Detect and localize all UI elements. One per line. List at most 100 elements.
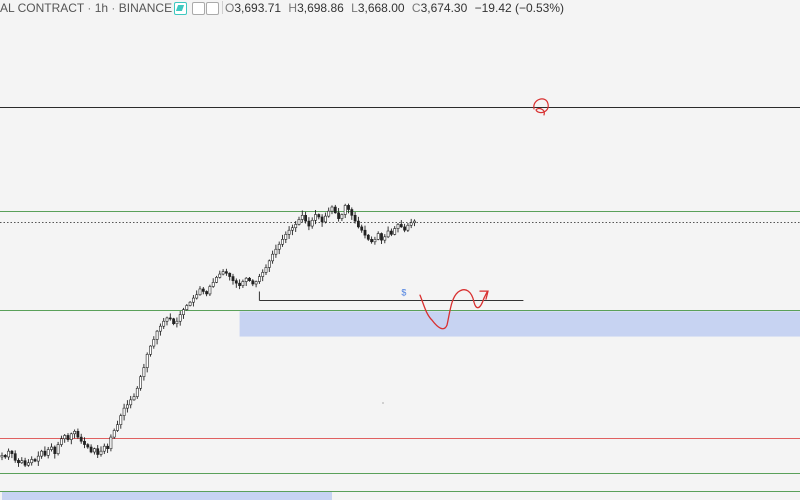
candle-body (145, 354, 149, 368)
candle-body (20, 460, 24, 464)
candle-body (79, 436, 83, 442)
candle-body (399, 224, 403, 228)
candle-body (257, 276, 261, 282)
candle-body (182, 309, 185, 315)
candle-body (93, 448, 96, 453)
candle-body (300, 215, 304, 220)
candle-body (406, 224, 410, 231)
candle-body (366, 234, 370, 240)
square-icon[interactable] (192, 2, 205, 15)
candle-body (59, 438, 63, 445)
candle-body (99, 450, 103, 455)
candle-body (231, 276, 235, 281)
candle-body (383, 236, 387, 241)
candle-body (168, 317, 172, 320)
candle-body (23, 460, 27, 466)
candle-body (370, 239, 374, 243)
candle-body (281, 239, 284, 245)
candle-body (290, 227, 294, 231)
hand-drawn-path (419, 289, 488, 330)
candle-body (228, 272, 232, 277)
candle-body (30, 459, 34, 464)
candle-body (218, 273, 222, 278)
candle-body (337, 212, 341, 219)
candle-body (195, 294, 199, 299)
candle-body (287, 229, 291, 235)
candle-body (294, 224, 298, 229)
candle-body (277, 243, 281, 250)
candle-body (129, 399, 133, 406)
candle-body (347, 205, 350, 210)
candle-body (396, 224, 400, 229)
candle-body (297, 219, 301, 225)
candle-body (327, 210, 331, 217)
candle-body (69, 433, 73, 440)
candle-body (198, 288, 202, 296)
header-divider (222, 1, 223, 14)
candle-body (254, 281, 258, 285)
candle-body (304, 215, 308, 222)
candle-body (83, 440, 86, 445)
demand-zone-1 (2, 491, 332, 500)
candle-body (323, 215, 327, 223)
candle-body (244, 277, 248, 282)
candle-body (274, 248, 278, 255)
candle-body (261, 272, 265, 277)
candle-body (188, 301, 192, 306)
candle-body (241, 281, 245, 286)
candle-body (165, 317, 169, 322)
symbol-label[interactable]: AL CONTRACT · 1h · BINANCE (0, 1, 173, 15)
candle-body (43, 450, 47, 456)
target-label: $ (401, 288, 406, 298)
hand-drawn-arrow-icon (479, 290, 489, 300)
candle-body (56, 444, 60, 454)
candle-body (380, 233, 383, 241)
candle-body (63, 435, 67, 440)
candle-body (73, 431, 77, 435)
candle-body (185, 305, 189, 310)
candle-body (192, 297, 195, 303)
candle-body (267, 260, 271, 268)
candle-body (211, 282, 215, 287)
candle-body (26, 462, 30, 466)
candle-body (40, 450, 44, 457)
candle-body (248, 277, 251, 281)
demand-zone-0 (239, 311, 800, 337)
candle-body (221, 271, 225, 275)
candle-body (356, 220, 360, 228)
candle-body (89, 446, 93, 453)
candle-body (102, 445, 106, 452)
candle-body (0, 455, 4, 458)
candle-body (350, 209, 354, 216)
candle-body (330, 206, 334, 212)
candle-body (271, 253, 275, 262)
candle-body (33, 459, 37, 462)
candle-body (66, 435, 70, 440)
candle-body (3, 455, 7, 458)
candle-body (155, 330, 159, 340)
candle-body (343, 205, 347, 215)
candle-body (389, 230, 393, 235)
candle-body (172, 318, 176, 325)
candle-body (116, 424, 119, 431)
candle-body (353, 215, 357, 222)
candle-body (112, 430, 116, 438)
candle-body (106, 445, 110, 449)
candle-body (376, 233, 380, 240)
candle-body (159, 325, 162, 332)
candle-body (264, 267, 268, 273)
candle-body (7, 450, 11, 458)
candle-body (413, 220, 416, 224)
stray-dot (382, 402, 384, 404)
candle-body (96, 448, 100, 455)
candle-body (201, 288, 205, 292)
indicator-toggle-icon[interactable] (174, 2, 187, 15)
square-outline-icon[interactable] (206, 2, 219, 15)
candle-body (409, 222, 413, 226)
candle-body (135, 387, 139, 397)
candle-body (178, 314, 182, 322)
price-change: −19.42 (−0.53%) (474, 1, 565, 15)
candle-body (317, 214, 321, 218)
candle-body (373, 239, 377, 243)
